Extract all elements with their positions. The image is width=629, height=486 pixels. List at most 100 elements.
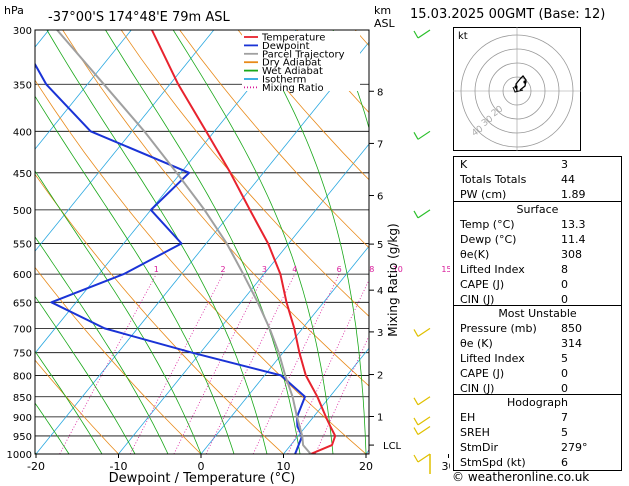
most-unstable-row: CAPE (J) 0 bbox=[460, 367, 568, 380]
index-row-totals: Totals Totals 44 bbox=[460, 173, 575, 186]
height-tick-label: 3 bbox=[377, 328, 383, 339]
wind-barb-flag bbox=[413, 210, 419, 219]
dry-adiabat bbox=[179, 30, 369, 249]
wet-adiabat bbox=[35, 170, 202, 454]
most-unstable-row: CIN (J) 0 bbox=[460, 382, 568, 395]
most-unstable-title: Most Unstable bbox=[498, 307, 577, 320]
most-unstable-row: Lifted Index 5 bbox=[460, 352, 568, 365]
pressure-tick-label: 400 bbox=[13, 127, 32, 138]
wind-barb bbox=[417, 327, 431, 337]
temperature-tick-label: -20 bbox=[27, 460, 45, 473]
pressure-tick-label: 750 bbox=[13, 349, 32, 360]
index-row-pw: PW (cm) 1.89 bbox=[460, 188, 586, 201]
wind-barb-flag bbox=[413, 454, 419, 463]
mixing-ratio-tick: 8 bbox=[369, 265, 374, 274]
wind-barb-flag bbox=[413, 30, 419, 39]
wind-barb bbox=[417, 396, 431, 406]
surface-row: CIN (J) 0 bbox=[460, 293, 568, 306]
legend-entry: Mixing Ratio bbox=[262, 83, 324, 94]
mixing-ratio-line bbox=[252, 273, 340, 454]
legend-entry: Temperature bbox=[261, 33, 325, 44]
temperature-tick-label: 30 bbox=[442, 460, 451, 473]
x-axis-title: Dewpoint / Temperature (°C) bbox=[109, 471, 296, 486]
copyright-link[interactable]: © weatheronline.co.uk bbox=[452, 470, 590, 484]
dry-adiabat bbox=[62, 30, 369, 387]
mixing-ratio-line bbox=[366, 448, 369, 454]
dewpoint-line bbox=[35, 62, 306, 454]
pressure-tick-label: 1000 bbox=[7, 450, 32, 461]
pressure-tick-label: 950 bbox=[13, 432, 32, 443]
hodograph-stats-row: SREH 5 bbox=[460, 426, 568, 439]
height-tick-label: 5 bbox=[377, 240, 383, 251]
height-tick-label: LCL bbox=[383, 441, 402, 452]
hodograph-stats-panel: Hodograph EH 7 SREH 5 StmDir 279° StmSpd (k… bbox=[453, 394, 622, 471]
mixing-ratio-line bbox=[173, 273, 265, 454]
isotherm bbox=[35, 41, 369, 454]
pressure-tick-label: 600 bbox=[13, 270, 32, 281]
pressure-unit-label: hPa bbox=[4, 4, 24, 17]
pressure-tick-label: 700 bbox=[13, 324, 32, 335]
wet-adiabat bbox=[414, 30, 440, 454]
pressure-tick-label: 550 bbox=[13, 240, 32, 251]
wet-adiabat bbox=[249, 30, 367, 454]
isotherm bbox=[200, 245, 369, 454]
skew-t-chart: 3003504004505005506006507007508008509009… bbox=[4, 4, 451, 486]
height-tick-label: 4 bbox=[377, 286, 383, 297]
pressure-tick-label: 450 bbox=[13, 169, 32, 180]
hodograph: kt 20 30 40 bbox=[453, 27, 581, 151]
wind-barb bbox=[417, 29, 431, 39]
temperature-tick-label: 10 bbox=[277, 460, 291, 473]
mixing-ratio-line bbox=[59, 273, 157, 454]
most-unstable-row: θe (K) 314 bbox=[460, 337, 582, 350]
pressure-axis: 300 350 400 450 500 550 600 650 700 750 800 850 900 9… bbox=[7, 26, 32, 461]
dry-adiabat bbox=[35, 359, 119, 454]
legend-entry: Wet Adiabat bbox=[262, 66, 323, 77]
datetime-label: 15.03.2025 00GMT (Base: 12) bbox=[410, 7, 606, 22]
parcel-trajectory-line bbox=[56, 30, 312, 454]
hodograph-rings bbox=[453, 27, 581, 151]
wet-adiabat bbox=[35, 350, 103, 454]
temperature-line bbox=[151, 30, 337, 454]
height-tick-label: 7 bbox=[377, 139, 383, 150]
temperature-tick-label: -10 bbox=[110, 460, 128, 473]
mixing-ratio-tick: 6 bbox=[337, 265, 342, 274]
dry-adiabat bbox=[237, 30, 369, 181]
wind-barb-flag bbox=[413, 417, 419, 426]
isotherm bbox=[449, 30, 451, 454]
asl-unit-label: ASL bbox=[374, 17, 396, 30]
pressure-tick-label: 650 bbox=[13, 298, 32, 309]
dry-adiabat bbox=[120, 30, 369, 317]
mixing-ratio-tick: 2 bbox=[221, 265, 226, 274]
most-unstable-panel: Most Unstable Pressure (mb) 850 θe (K) 314… bbox=[453, 305, 622, 397]
wind-barb bbox=[417, 209, 431, 219]
pressure-tick-label: 850 bbox=[13, 393, 32, 404]
chart-series bbox=[35, 30, 337, 454]
temperature-tick-label: 20 bbox=[359, 460, 373, 473]
legend-entry: Parcel Trajectory bbox=[262, 49, 345, 60]
height-axis: 8 7 6 5 4 3 2 1 LCL bbox=[369, 87, 402, 452]
isotherm bbox=[35, 30, 215, 252]
dry-adiabat bbox=[35, 79, 367, 454]
height-tick-label: 2 bbox=[377, 371, 383, 382]
wet-adiabat bbox=[46, 30, 268, 454]
hodograph-stats-row: StmSpd (kt) 6 bbox=[460, 456, 568, 469]
legend-background bbox=[242, 31, 360, 91]
hodograph-unit-label: kt bbox=[458, 31, 468, 42]
wet-adiabat bbox=[35, 95, 235, 454]
wind-barb bbox=[417, 453, 431, 463]
mixing-ratio-tick: 3 bbox=[262, 265, 267, 274]
legend-entry: Dewpoint bbox=[262, 41, 310, 52]
wind-barb bbox=[417, 130, 431, 140]
isotherm bbox=[118, 143, 369, 454]
surface-title: Surface bbox=[516, 203, 559, 216]
most-unstable-row: Pressure (mb) 850 bbox=[460, 322, 582, 335]
location-label: -37°00'S 174°48'E 79m ASL bbox=[48, 10, 230, 25]
chart-grid bbox=[35, 30, 451, 454]
hodograph-stats-row: StmDir 279° bbox=[460, 441, 588, 454]
height-tick-label: 1 bbox=[377, 413, 383, 424]
wet-adiabat bbox=[105, 30, 301, 454]
pressure-tick-label: 350 bbox=[13, 80, 32, 91]
wet-adiabat bbox=[35, 402, 70, 454]
surface-row: Dewp (°C) 11.4 bbox=[460, 233, 586, 246]
